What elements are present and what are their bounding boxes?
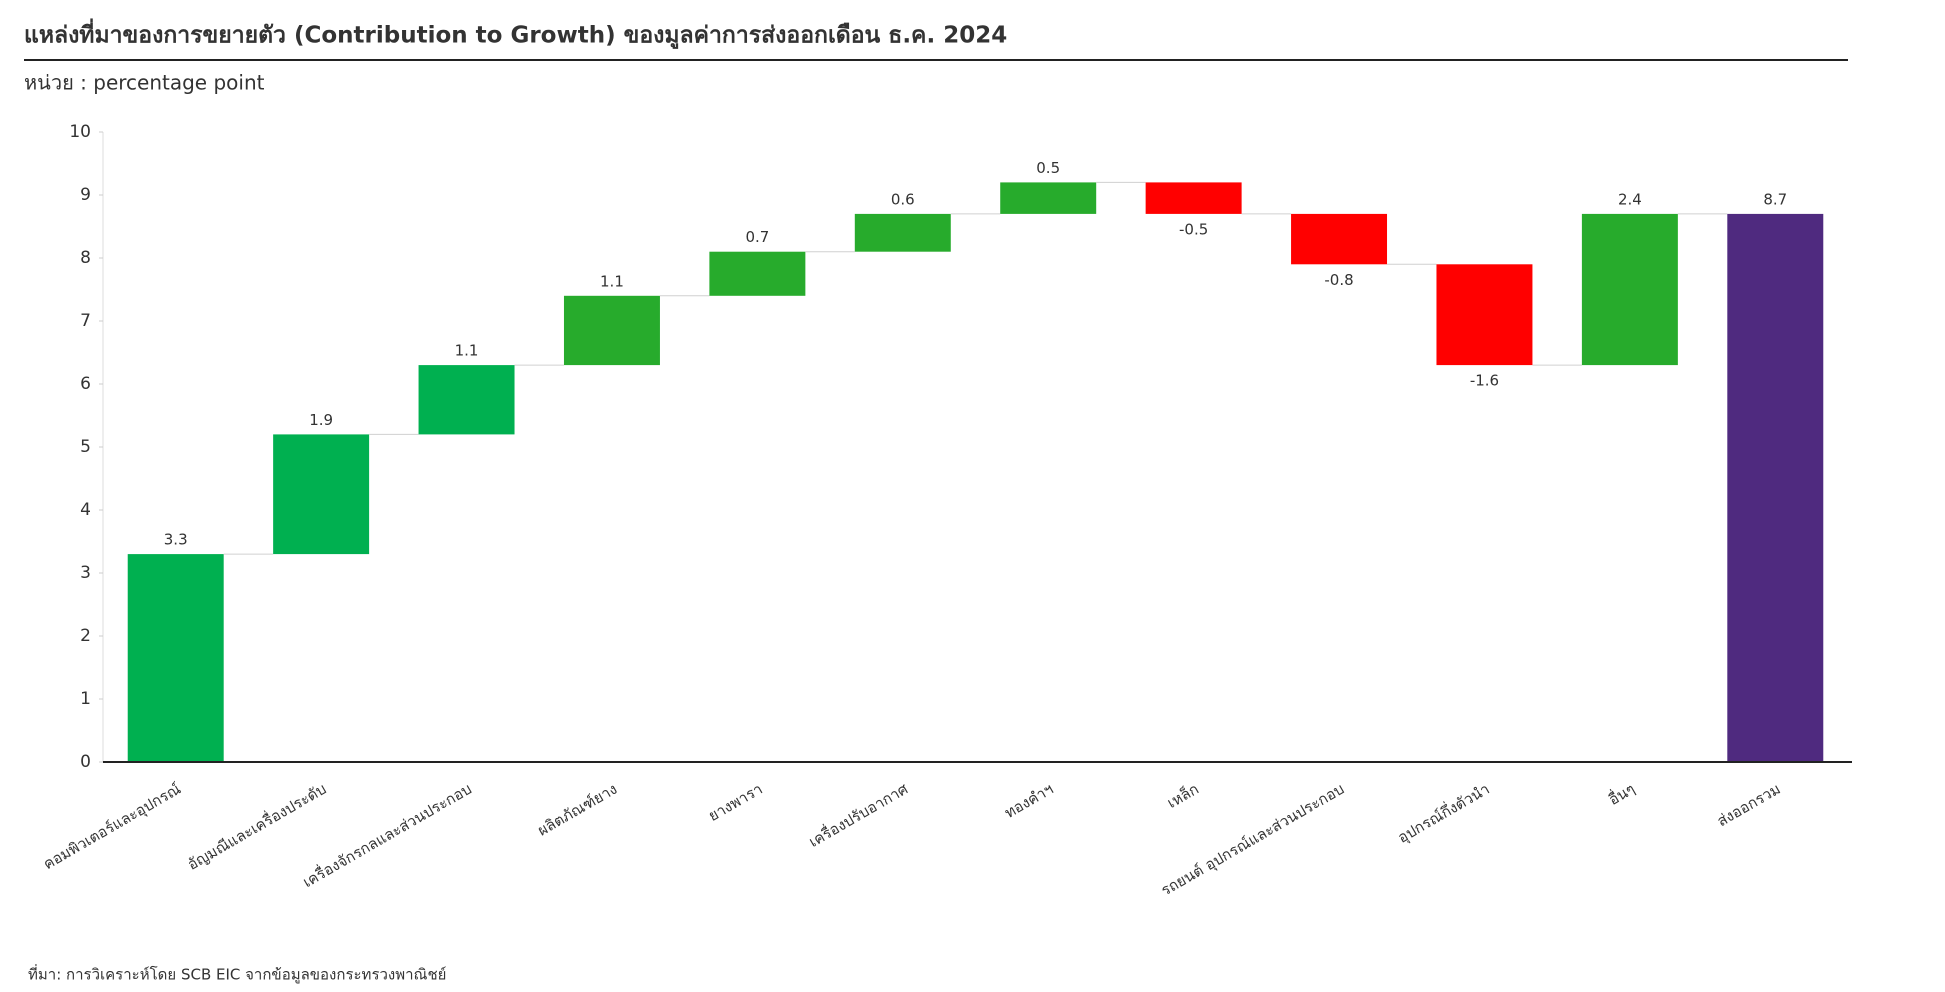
x-tick-label: อุปกรณ์กึ่งตัวนำ — [1394, 778, 1494, 848]
bar — [1727, 213, 1824, 762]
y-tick-label: 4 — [80, 500, 91, 520]
value-label: 0.5 — [1036, 159, 1060, 177]
y-tick-label: 1 — [80, 689, 91, 709]
x-tick-label: เหล็ก — [1164, 779, 1202, 812]
value-label: 8.7 — [1763, 190, 1787, 208]
y-tick-label: 0 — [80, 752, 91, 772]
x-tick-label: ผลิตภัณฑ์ยาง — [535, 780, 621, 840]
bar — [1145, 182, 1242, 214]
value-label: 1.1 — [600, 272, 624, 290]
y-tick-label: 2 — [80, 626, 91, 646]
y-tick-label: 5 — [80, 437, 91, 457]
y-tick-label: 6 — [80, 374, 91, 394]
bar — [1000, 182, 1097, 214]
y-tick-label: 9 — [80, 185, 91, 205]
x-tick-label: เครื่องปรับอากาศ — [805, 778, 912, 851]
x-tick-label: ส่งออกรวม — [1714, 780, 1784, 831]
chart-title: แหล่งที่มาของการขยายตัว (Contribution to… — [24, 18, 1007, 50]
bar — [709, 251, 806, 296]
bar — [854, 213, 951, 252]
y-tick-label: 10 — [69, 122, 91, 142]
bar — [1581, 213, 1678, 366]
bar — [418, 365, 515, 435]
x-tick-label: ยางพารา — [705, 780, 765, 825]
x-tick-label: คอมพิวเตอร์และอุปกรณ์ — [40, 780, 184, 874]
x-tick-label: อื่นๆ — [1604, 778, 1638, 809]
value-label: -0.8 — [1324, 271, 1353, 289]
bar — [127, 554, 224, 762]
y-tick-label: 3 — [80, 563, 91, 583]
bar — [563, 295, 660, 366]
value-label: -0.5 — [1179, 220, 1208, 238]
subtitle: หน่วย : percentage point — [24, 71, 265, 95]
value-label: 1.1 — [455, 342, 479, 360]
bar — [273, 434, 370, 555]
value-label: 0.6 — [891, 190, 915, 208]
x-tick-label: อัญมณีและเครื่องประดับ — [183, 778, 329, 874]
bar — [1436, 264, 1533, 366]
value-label: -1.6 — [1470, 372, 1499, 390]
x-tick-label: ทองคำฯ — [1001, 780, 1056, 822]
source: ที่มา: การวิเคราะห์โดย SCB EIC จากข้อมูล… — [28, 964, 446, 984]
value-label: 1.9 — [309, 411, 333, 429]
value-label: 0.7 — [745, 228, 769, 246]
y-tick-label: 8 — [80, 248, 91, 268]
bar — [1291, 213, 1388, 265]
value-label: 3.3 — [164, 531, 188, 549]
value-label: 2.4 — [1618, 190, 1642, 208]
y-tick-label: 7 — [80, 311, 91, 331]
